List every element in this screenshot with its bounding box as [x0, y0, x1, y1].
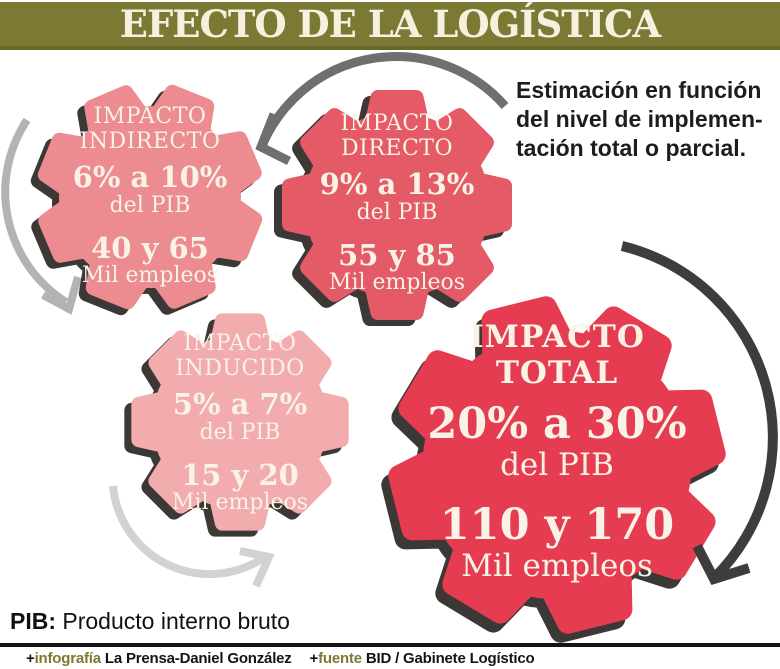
credits-line: +infografía La Prensa-Daniel González +f…	[26, 650, 535, 667]
gear-directo-pct: 9% a 13%	[319, 167, 475, 202]
title-bar: EFECTO DE LA LOGÍSTICA	[0, 2, 780, 50]
pib-footnote-text: Producto interno bruto	[62, 608, 290, 634]
gear-directo-pct-caption: del PIB	[356, 199, 438, 225]
gear-total-title-line1: IMPACTO	[469, 319, 645, 355]
arrow-cycle-bottom-icon	[109, 485, 275, 588]
estimation-note: Estimación en función del nivel de imple…	[516, 76, 778, 164]
estimation-note-line2: del nivel de implemen-	[516, 106, 763, 133]
gear-total-pct: 20% a 30%	[427, 399, 687, 450]
gear-total-text: IMPACTO TOTAL 20% a 30% del PIB 110 y 17…	[407, 319, 707, 584]
gear-directo-jobs: 55 y 85	[338, 237, 456, 272]
arrow-cycle-left-icon	[1, 117, 82, 315]
gear-inducido-pct-caption: del PIB	[199, 419, 281, 445]
estimation-note-line1: Estimación en función	[516, 77, 762, 103]
gear-indirecto-title-line1: IMPACTO	[93, 104, 207, 129]
credits-fuente-label: fuente	[318, 650, 362, 667]
gear-total-pct-caption: del PIB	[500, 447, 614, 484]
gear-indirecto-jobs: 40 y 65	[91, 230, 209, 265]
gear-indirecto-pct-caption: del PIB	[109, 192, 191, 218]
gear-directo-title-line1: IMPACTO	[340, 111, 454, 136]
credits-fuente-value: BID / Gabinete Logístico	[365, 650, 535, 667]
arrow-cycle-right-icon	[620, 241, 778, 586]
arrow-cycle-top-icon	[255, 52, 509, 166]
gear-total-title-line2: TOTAL	[495, 354, 619, 391]
gear-indirecto-title-line2: INDIRECTO	[79, 129, 221, 155]
gear-directo-text: IMPACTO DIRECTO 9% a 13% del PIB 55 y 85…	[287, 111, 507, 295]
estimation-note-line3: tación total o parcial.	[516, 135, 747, 162]
plus-icon: +	[309, 650, 319, 667]
gear-directo-title-line2: DIRECTO	[341, 136, 453, 162]
gear-inducido-pct: 5% a 7%	[172, 387, 308, 422]
gear-inducido-jobs: 15 y 20	[181, 457, 299, 492]
credits-infografia-label: infografía	[34, 650, 102, 667]
gear-inducido-title-line2: INDUCIDO	[175, 356, 305, 382]
pib-footnote: PIB: Producto interno bruto	[10, 608, 290, 635]
gear-total-jobs-caption: Mil empleos	[461, 547, 653, 584]
page-title: EFECTO DE LA LOGÍSTICA	[119, 2, 661, 46]
gear-inducido-text: IMPACTO INDUCIDO 5% a 7% del PIB 15 y 20…	[130, 331, 350, 515]
gear-inducido-title-line1: IMPACTO	[183, 331, 297, 356]
pib-footnote-label: PIB:	[10, 608, 56, 634]
gear-indirecto-jobs-caption: Mil empleos	[81, 263, 219, 289]
gear-indirecto-pct: 6% a 10%	[72, 160, 228, 195]
footer-divider	[0, 643, 780, 647]
gear-inducido-jobs-caption: Mil empleos	[171, 490, 309, 516]
gear-indirecto-text: IMPACTO INDIRECTO 6% a 10% del PIB 40 y …	[40, 104, 260, 288]
plus-icon: +	[26, 650, 35, 667]
credits-infografia-value: La Prensa-Daniel González	[104, 650, 292, 667]
gear-total-jobs: 110 y 170	[439, 499, 675, 550]
gear-directo-jobs-caption: Mil empleos	[328, 270, 466, 296]
